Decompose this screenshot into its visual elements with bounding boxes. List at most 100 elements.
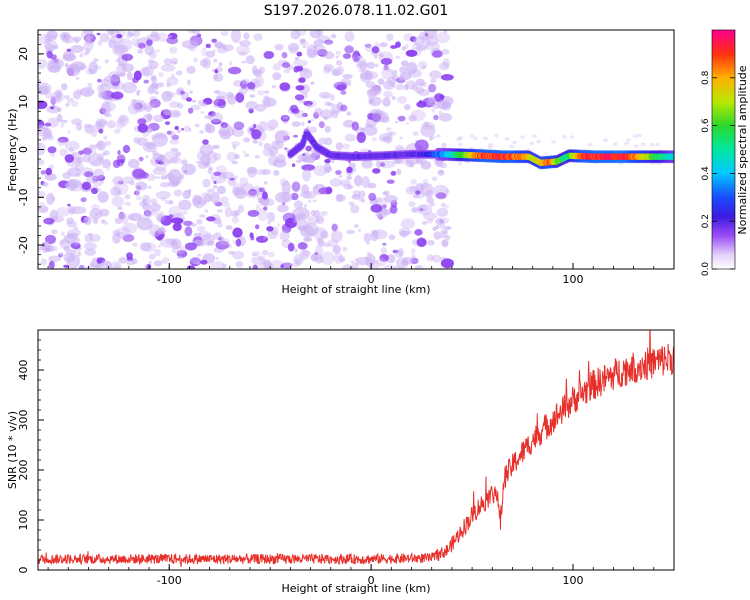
noise-blob	[350, 204, 360, 214]
noise-blob	[103, 150, 110, 156]
noise-blob	[257, 197, 265, 204]
noise-blob	[432, 226, 437, 232]
noise-blob	[78, 264, 85, 269]
noise-blob	[50, 96, 57, 105]
noise-blob	[307, 199, 312, 203]
noise-blob	[277, 223, 280, 227]
noise-blob	[80, 197, 87, 203]
noise-blob	[56, 113, 63, 123]
noise-blob	[331, 109, 339, 119]
noise-blob	[58, 252, 64, 257]
noise-blob	[154, 249, 161, 257]
noise-blob	[234, 189, 247, 200]
noise-blob	[358, 68, 365, 73]
noise-blob	[106, 168, 111, 171]
noise-blob	[104, 140, 112, 146]
noise-blob	[153, 114, 165, 123]
noise-blob	[83, 51, 90, 56]
noise-blob	[215, 256, 219, 261]
noise-blob	[443, 30, 448, 34]
noise-blob	[280, 191, 293, 203]
noise-blob	[235, 238, 242, 247]
noise-blob	[380, 209, 392, 216]
noise-blob	[346, 166, 353, 173]
y-tick-label: 0	[17, 567, 30, 574]
noise-blob	[313, 45, 317, 49]
noise-blob	[432, 50, 443, 58]
noise-blob	[160, 159, 172, 166]
noise-blob	[85, 48, 91, 54]
noise-blob	[50, 106, 55, 110]
noise-blob	[160, 215, 172, 226]
noise-blob	[146, 113, 153, 121]
noise-blob	[97, 78, 102, 83]
noise-blob	[435, 192, 447, 200]
colorbar: 0.0 0.2 0.4 0.6 0.8 Normalized spectral ampl…	[701, 29, 749, 276]
noise-blob	[411, 254, 416, 259]
noise-blob	[307, 215, 320, 225]
noise-blob	[247, 82, 256, 90]
noise-blob	[273, 170, 280, 176]
noise-blob	[64, 154, 75, 163]
noise-blob	[45, 173, 57, 181]
noise-blob	[50, 54, 57, 60]
noise-blob	[234, 153, 240, 160]
noise-blob	[220, 31, 229, 37]
noise-blob	[248, 189, 257, 197]
noise-blob	[392, 249, 399, 254]
noise-blob	[299, 38, 306, 44]
noise-blob	[181, 40, 199, 49]
noise-blob	[336, 84, 347, 91]
noise-blob	[264, 90, 270, 94]
noise-blob	[267, 229, 278, 240]
noise-blob	[310, 209, 316, 216]
x-tick-label: -100	[157, 273, 182, 286]
noise-blob	[335, 142, 344, 151]
noise-blob	[126, 71, 133, 81]
noise-blob	[382, 191, 388, 196]
noise-blob	[348, 201, 355, 206]
noise-blob	[147, 185, 152, 189]
noise-blob	[99, 83, 111, 93]
noise-blob	[420, 182, 429, 190]
spectrogram-noise	[38, 30, 663, 269]
noise-blob	[148, 60, 159, 70]
noise-blob	[96, 141, 103, 149]
noise-blob	[171, 179, 180, 186]
noise-blob	[405, 160, 414, 168]
noise-blob	[148, 260, 152, 265]
noise-blob	[267, 119, 279, 130]
noise-blob	[472, 136, 478, 141]
noise-blob	[66, 217, 74, 225]
noise-blob	[231, 210, 239, 217]
noise-blob	[166, 130, 173, 135]
y-tick-label: 400	[17, 360, 30, 381]
noise-blob	[96, 32, 101, 36]
noise-blob	[221, 123, 231, 129]
noise-blob	[173, 189, 183, 197]
noise-blob	[417, 89, 430, 97]
noise-blob	[281, 180, 291, 195]
noise-blob	[422, 212, 437, 221]
noise-blob	[429, 70, 442, 79]
noise-blob	[261, 168, 271, 176]
noise-blob	[252, 139, 259, 145]
noise-blob	[127, 103, 141, 115]
noise-blob	[60, 231, 65, 236]
noise-blob	[165, 91, 176, 98]
noise-blob	[398, 230, 410, 236]
noise-blob	[357, 197, 364, 202]
noise-blob	[354, 224, 359, 228]
noise-blob	[38, 190, 46, 198]
noise-blob	[144, 45, 155, 56]
y-tick-label: 200	[17, 460, 30, 481]
noise-blob	[406, 62, 418, 75]
noise-blob	[127, 158, 140, 169]
noise-blob	[324, 101, 332, 106]
noise-blob	[172, 222, 182, 232]
noise-blob	[439, 162, 448, 169]
noise-blob	[46, 105, 60, 114]
noise-blob	[291, 181, 301, 192]
noise-blob	[194, 123, 200, 128]
noise-blob	[268, 251, 275, 258]
